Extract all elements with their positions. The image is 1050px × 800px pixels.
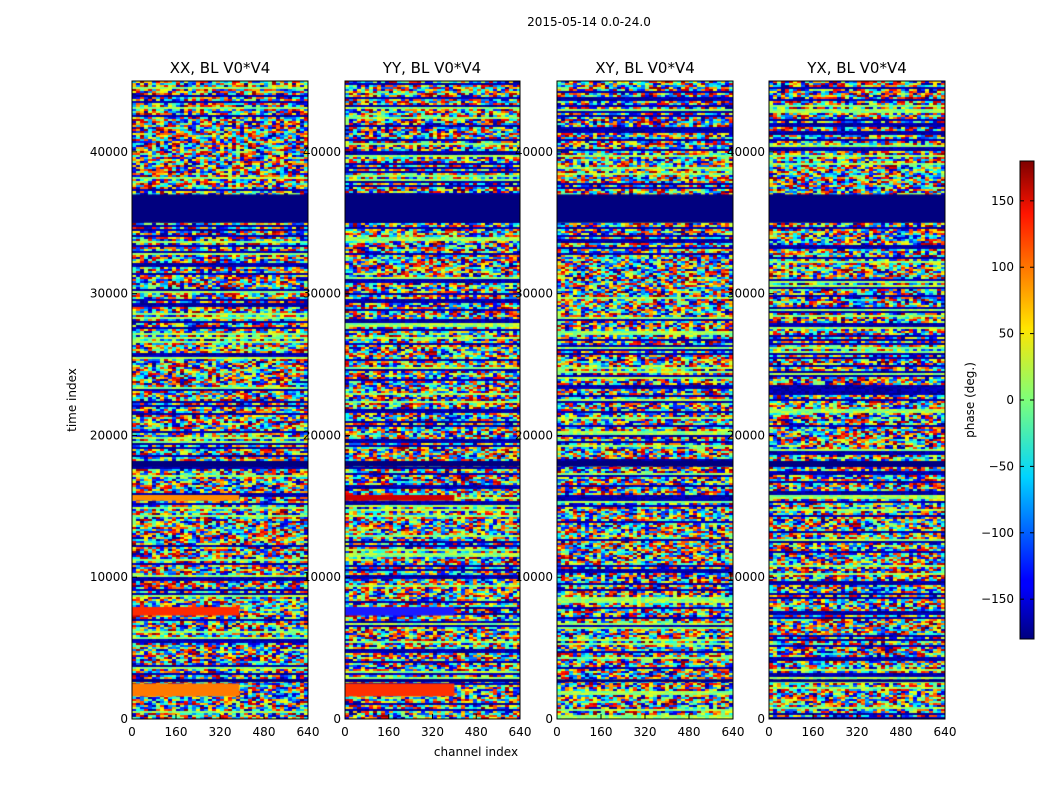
x-ticks-xy: 0 160 320 480 640 <box>553 714 744 739</box>
panel-yy: YY, BL V0*V4 0 160 320 480 640 0 10000 20000 30… <box>303 59 532 739</box>
y-tick-label: 0 <box>757 712 765 726</box>
x-tick-label: 640 <box>722 725 745 739</box>
colorbar-tick-label: 50 <box>999 327 1014 341</box>
y-tick-label: 40000 <box>727 145 765 159</box>
panel-yx: YX, BL V0*V4 0 160 320 480 640 0 10000 20000 30… <box>727 59 957 739</box>
y-tick-label: 20000 <box>90 428 128 442</box>
x-tick-label: 320 <box>846 725 869 739</box>
x-tick-label: 0 <box>553 725 561 739</box>
heatmap-xx <box>132 81 308 719</box>
heatmap-xy <box>557 81 733 719</box>
y-tick-label: 40000 <box>303 145 341 159</box>
heatmap-image-yx <box>769 81 945 719</box>
y-tick-label: 30000 <box>303 287 341 301</box>
x-tick-label: 160 <box>802 725 825 739</box>
x-tick-label: 0 <box>128 725 136 739</box>
y-tick-label: 30000 <box>727 287 765 301</box>
x-tick-label: 160 <box>377 725 400 739</box>
heatmap-yy <box>345 81 520 719</box>
y-ticks-yx: 0 10000 20000 30000 40000 <box>727 145 774 726</box>
x-tick-label: 480 <box>465 725 488 739</box>
colorbar-tick-label: −100 <box>981 526 1014 540</box>
y-tick-label: 10000 <box>727 570 765 584</box>
y-tick-label: 20000 <box>303 428 341 442</box>
x-tick-label: 640 <box>934 725 957 739</box>
y-tick-label: 40000 <box>515 145 553 159</box>
y-axis-label: time index <box>65 368 79 432</box>
x-ticks-yx: 0 160 320 480 640 <box>765 714 956 739</box>
x-axis-label: channel index <box>434 745 518 759</box>
y-ticks-xx: 0 10000 20000 30000 40000 <box>90 145 137 726</box>
x-tick-label: 0 <box>765 725 773 739</box>
heatmap-yx <box>769 81 945 719</box>
x-ticks-yy: 0 160 320 480 640 <box>341 714 531 739</box>
y-tick-label: 0 <box>333 712 341 726</box>
colorbar-tick-label: 150 <box>991 194 1014 208</box>
x-tick-label: 160 <box>165 725 188 739</box>
colorbar-tick-label: −150 <box>981 592 1014 606</box>
y-tick-label: 30000 <box>90 287 128 301</box>
colorbar-tick-label: −50 <box>989 459 1014 473</box>
y-tick-label: 10000 <box>515 570 553 584</box>
heatmap-image-xy <box>557 81 733 719</box>
colorbar-tick-label: 0 <box>1006 393 1014 407</box>
panel-xy: XY, BL V0*V4 0 160 320 480 640 0 10000 20000 30… <box>515 59 745 739</box>
colorbar-label: phase (deg.) <box>963 362 977 438</box>
colorbar: 150 100 50 0 −50 −100 −150 phase (deg.) <box>963 160 1035 640</box>
panel-title-xx: XX, BL V0*V4 <box>170 59 271 77</box>
x-tick-label: 320 <box>209 725 232 739</box>
x-tick-label: 160 <box>590 725 613 739</box>
colorbar-ticks: 150 100 50 0 −50 −100 −150 <box>981 194 1034 606</box>
colorbar-tick-label: 100 <box>991 260 1014 274</box>
x-tick-label: 640 <box>297 725 320 739</box>
y-ticks-xy: 0 10000 20000 30000 40000 <box>515 145 562 726</box>
x-tick-label: 480 <box>253 725 276 739</box>
panel-title-xy: XY, BL V0*V4 <box>595 59 695 77</box>
y-tick-label: 0 <box>545 712 553 726</box>
panel-xx: XX, BL V0*V4 0 160 320 480 640 0 10000 20000 30… <box>90 59 320 739</box>
figure-suptitle: 2015-05-14 0.0-24.0 <box>527 15 651 29</box>
y-tick-label: 20000 <box>727 428 765 442</box>
x-tick-label: 320 <box>634 725 657 739</box>
x-tick-label: 0 <box>341 725 349 739</box>
y-tick-label: 0 <box>120 712 128 726</box>
y-tick-label: 40000 <box>90 145 128 159</box>
y-ticks-yy: 0 10000 20000 30000 40000 <box>303 145 350 726</box>
panel-title-yx: YX, BL V0*V4 <box>806 59 907 77</box>
x-tick-label: 320 <box>421 725 444 739</box>
heatmap-image-yy <box>345 81 520 719</box>
x-tick-label: 640 <box>509 725 532 739</box>
y-tick-label: 20000 <box>515 428 553 442</box>
x-tick-label: 480 <box>890 725 913 739</box>
y-tick-label: 10000 <box>90 570 128 584</box>
heatmap-image-xx <box>132 81 308 719</box>
panel-title-yy: YY, BL V0*V4 <box>382 59 481 77</box>
x-ticks-xx: 0 160 320 480 640 <box>128 714 319 739</box>
y-tick-label: 10000 <box>303 570 341 584</box>
y-tick-label: 30000 <box>515 287 553 301</box>
x-tick-label: 480 <box>678 725 701 739</box>
